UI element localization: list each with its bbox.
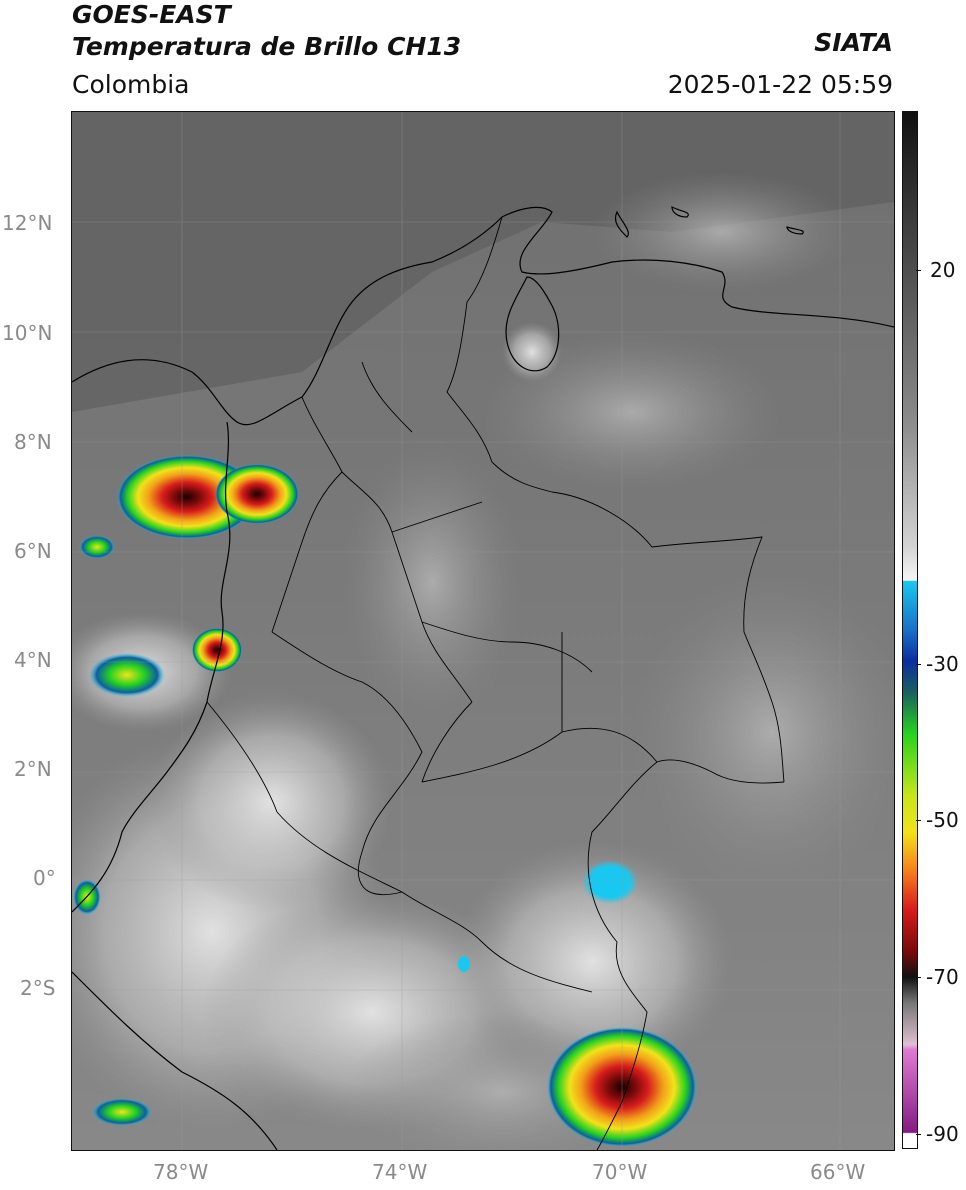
colorbar bbox=[902, 111, 918, 1149]
colorbar-tick-m70 bbox=[916, 977, 921, 978]
cloud-venezuela bbox=[482, 332, 782, 492]
satellite-image bbox=[72, 112, 894, 1150]
title-block: GOES-EAST Temperatura de Brillo CH13 bbox=[72, 0, 461, 64]
satellite-title: GOES-EAST bbox=[72, 0, 231, 29]
lon-label-74w: 74°W bbox=[372, 1160, 428, 1184]
colorbar-tick-m50 bbox=[916, 820, 921, 821]
timestamp-label: 2025-01-22 05:59 bbox=[667, 70, 893, 99]
storm-cell-small-west bbox=[79, 535, 115, 559]
colorbar-label-m50: -50 bbox=[926, 808, 959, 832]
colorbar-ramp bbox=[903, 112, 917, 1148]
lat-label-8n: 8°N bbox=[14, 430, 52, 454]
region-label: Colombia bbox=[72, 70, 190, 99]
cloud-caribbean bbox=[592, 172, 852, 292]
lat-label-0: 0° bbox=[33, 866, 56, 890]
lat-label-12n: 12°N bbox=[2, 211, 53, 235]
colorbar-tick-m30 bbox=[916, 664, 921, 665]
colorbar-tick-m90 bbox=[916, 1134, 921, 1135]
lon-label-66w: 66°W bbox=[810, 1160, 866, 1184]
cloud-maracaibo bbox=[502, 322, 562, 382]
cloud-andes bbox=[342, 442, 522, 722]
storm-cell-pacific bbox=[89, 653, 165, 697]
cloud-east bbox=[632, 572, 894, 892]
colorbar-label-m70: -70 bbox=[926, 965, 959, 989]
lat-label-10n: 10°N bbox=[2, 321, 53, 345]
cloud-pacific-north bbox=[152, 692, 392, 912]
cold-spot-small bbox=[458, 956, 470, 972]
storm-cell-panama bbox=[117, 455, 257, 539]
colorbar-tick-20 bbox=[916, 270, 921, 271]
lat-label-4n: 4°N bbox=[14, 648, 52, 672]
storm-cell-southwest bbox=[92, 1098, 152, 1126]
graticule bbox=[72, 112, 894, 1150]
satellite-map[interactable] bbox=[71, 111, 895, 1151]
colorbar-label-20: 20 bbox=[930, 258, 956, 282]
brand-label: SIATA bbox=[814, 28, 893, 57]
lon-label-70w: 70°W bbox=[592, 1160, 648, 1184]
lat-label-2s: 2°S bbox=[20, 976, 56, 1000]
lon-label-78w: 78°W bbox=[153, 1160, 209, 1184]
colorbar-label-m30: -30 bbox=[926, 652, 959, 676]
lat-label-2n: 2°N bbox=[14, 757, 52, 781]
lat-label-6n: 6°N bbox=[14, 539, 52, 563]
admin-borders bbox=[206, 216, 785, 1150]
storm-cell-choco bbox=[192, 628, 242, 672]
product-title: Temperatura de Brillo CH13 bbox=[72, 32, 462, 61]
colorbar-label-m90: -90 bbox=[926, 1122, 959, 1146]
storm-cell-uraba bbox=[215, 464, 299, 524]
cold-spot-vaupes bbox=[582, 860, 638, 904]
